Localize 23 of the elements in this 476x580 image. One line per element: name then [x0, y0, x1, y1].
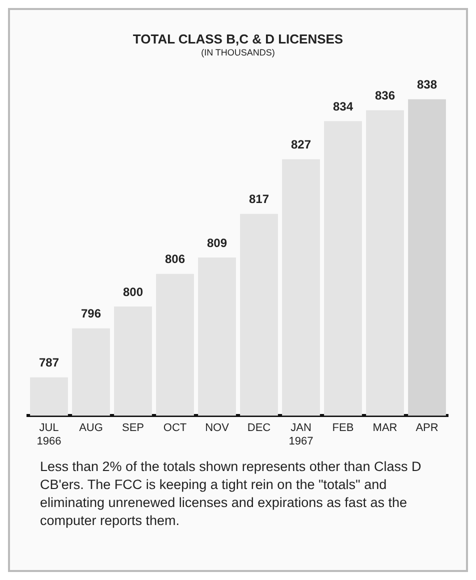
x-tick-label: AUG	[79, 422, 103, 434]
x-tick-label: SEP	[122, 422, 144, 434]
data-label: 834	[332, 99, 354, 114]
x-tick-label: OCT	[163, 422, 187, 434]
data-label: 827	[290, 138, 312, 152]
x-tick-label: DEC	[247, 422, 271, 434]
data-label: 796	[80, 306, 102, 321]
x-tick-label: NOV	[205, 422, 230, 434]
data-label: 787	[38, 356, 60, 370]
chart-subtitle: (IN THOUSANDS)	[201, 47, 275, 58]
x-tick-label: FEB	[332, 422, 354, 434]
data-label: 809	[206, 236, 228, 250]
chart-title: TOTAL CLASS B,C & D LICENSES	[132, 31, 344, 46]
x-tick-label: APR	[416, 422, 438, 434]
x-tick-label: JAN 1967	[288, 422, 314, 448]
x-tick-label: JUL 1966	[36, 422, 62, 448]
data-label: 800	[122, 284, 144, 299]
data-label: 836	[374, 88, 396, 103]
annotation: Less than 2% of the totals shown represents other than Class D CB'ers. The FCC is keeping a tight rein on the "totals" and eliminating unrenewed licenses and expirations as fast as the computer reports them.	[40, 458, 422, 530]
x-tick-label: MAR	[372, 422, 398, 434]
data-label: 817	[248, 192, 270, 206]
data-label: 838	[416, 78, 438, 92]
data-label: 806	[164, 252, 186, 266]
